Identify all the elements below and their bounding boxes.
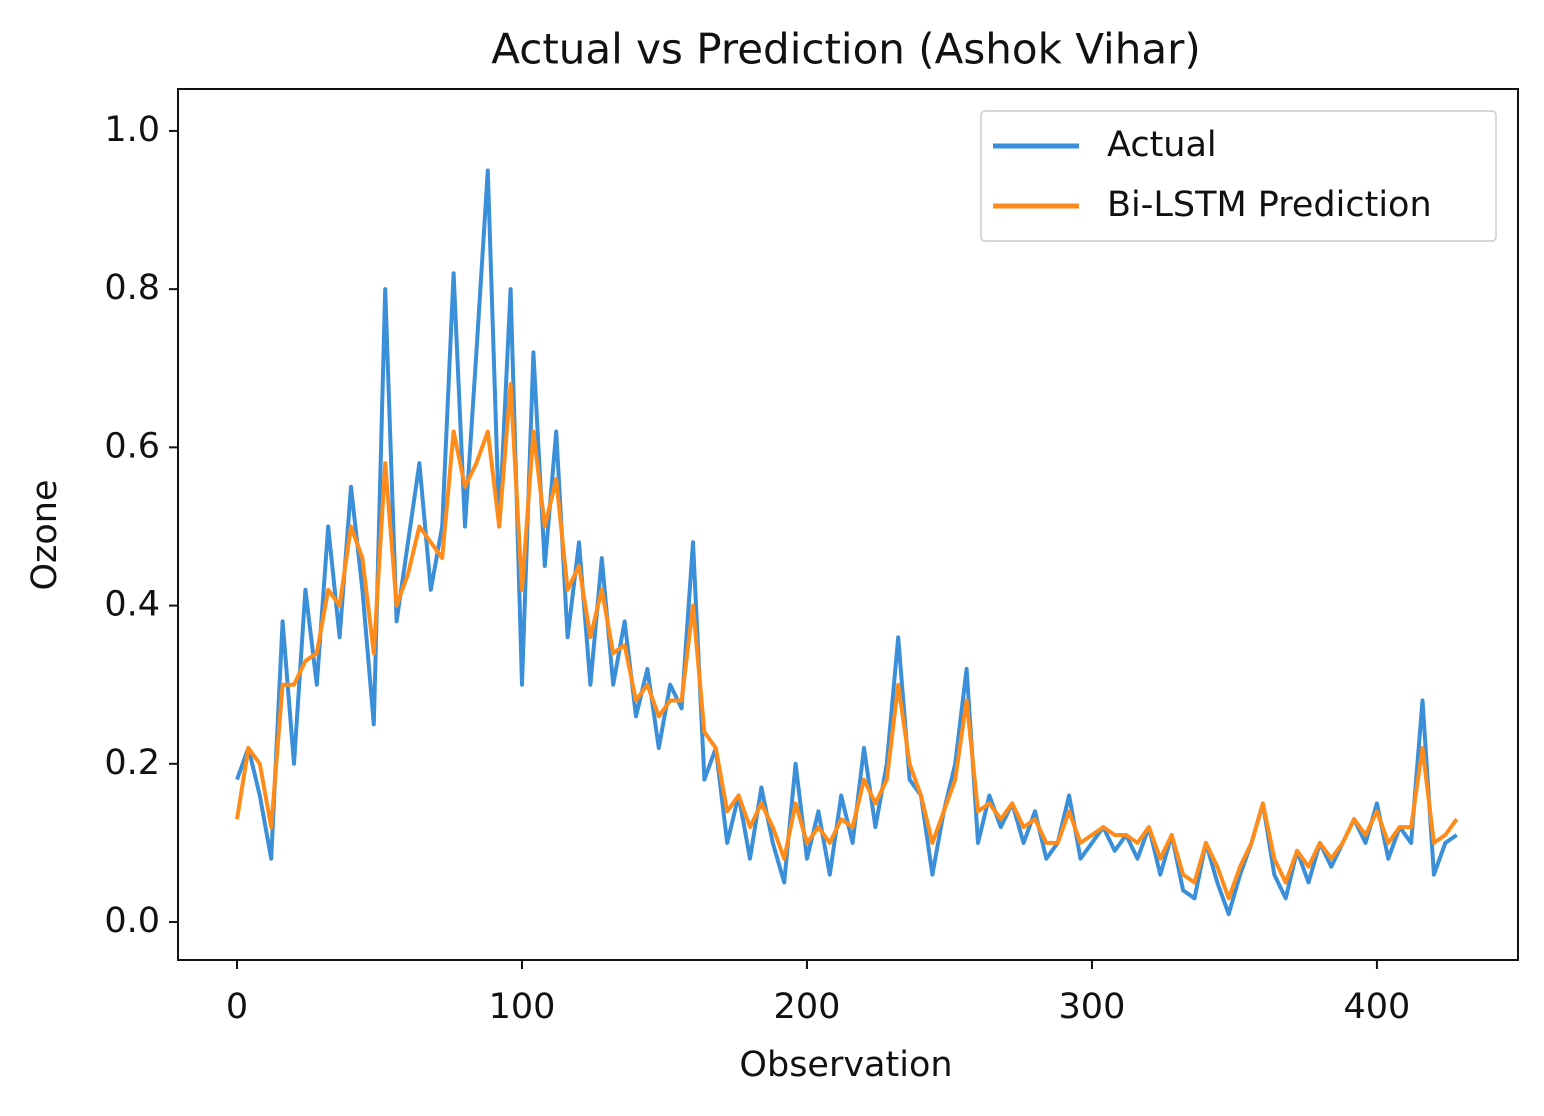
x-tick-label: 0	[226, 987, 248, 1027]
x-tick-label: 400	[1344, 987, 1411, 1027]
legend-label: Bi-LSTM Prediction	[1107, 185, 1432, 225]
y-tick-label: 0.6	[104, 426, 160, 466]
x-axis-label: Observation	[739, 1045, 952, 1085]
x-tick-label: 100	[489, 987, 556, 1027]
x-tick-label: 200	[774, 987, 841, 1027]
plot-frame	[177, 88, 1519, 961]
y-tick-label: 0.8	[104, 268, 160, 308]
y-tick-label: 1.0	[104, 110, 160, 150]
series-line	[235, 168, 1458, 917]
y-tick-label: 0.4	[104, 585, 160, 625]
series-line	[235, 382, 1459, 901]
chart-title: Actual vs Prediction (Ashok Vihar)	[491, 25, 1201, 74]
legend-label: Actual	[1107, 125, 1217, 165]
y-tick-label: 0.0	[104, 901, 160, 941]
x-tick-label: 300	[1059, 987, 1126, 1027]
y-axis-label: Ozone	[25, 479, 65, 590]
y-tick-label: 0.2	[104, 743, 160, 783]
legend-box	[980, 110, 1497, 242]
